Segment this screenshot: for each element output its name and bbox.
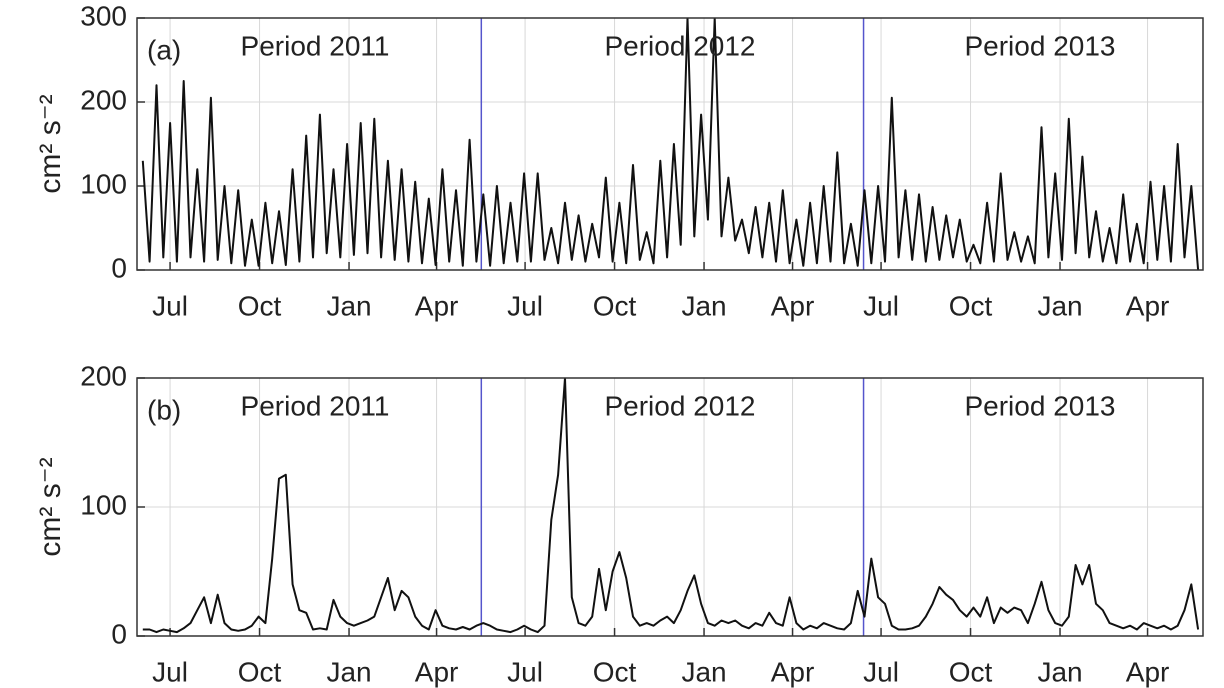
x-tick-label: Oct [593,656,637,687]
y-axis-label: cm² s⁻² [34,457,67,556]
period-label: Period 2011 [241,390,390,421]
data-line [141,18,1200,270]
y-tick-label: 100 [80,168,127,199]
y-tick-label: 0 [111,618,127,649]
period-label: Period 2011 [241,30,390,61]
panel-label: (b) [147,394,181,425]
y-axis-label: cm² s⁻² [34,94,67,193]
period-label: Period 2012 [604,390,755,421]
x-tick-label: Jul [507,290,543,321]
period-label: Period 2013 [964,30,1115,61]
plot-frame [136,377,1204,637]
x-tick-label: Jul [863,656,899,687]
panel-label: (a) [147,34,181,65]
x-tick-label: Jul [152,656,188,687]
x-tick-label: Oct [593,290,637,321]
data-line [142,378,1200,634]
period-label: Period 2013 [964,390,1115,421]
x-tick-label: Jan [681,656,726,687]
x-tick-label: Apr [771,656,815,687]
period-label: Period 2012 [604,30,755,61]
y-tick-label: 100 [80,489,127,520]
x-tick-label: Oct [238,290,282,321]
x-tick-label: Apr [1126,290,1170,321]
x-tick-label: Apr [771,290,815,321]
x-tick-label: Jan [681,290,726,321]
x-tick-label: Jan [1037,656,1082,687]
x-tick-label: Jan [326,290,371,321]
x-tick-label: Jan [326,656,371,687]
y-tick-label: 200 [80,360,127,391]
x-tick-label: Apr [415,290,459,321]
y-tick-label: 300 [80,0,127,31]
x-tick-label: Apr [1126,656,1170,687]
plot-frame [136,17,1204,271]
x-tick-label: Apr [415,656,459,687]
y-tick-label: 0 [111,252,127,283]
x-tick-label: Jul [152,290,188,321]
x-tick-label: Jul [863,290,899,321]
x-tick-label: Oct [949,656,993,687]
x-tick-label: Oct [949,290,993,321]
x-tick-label: Jan [1037,290,1082,321]
y-tick-label: 200 [80,84,127,115]
x-tick-label: Jul [507,656,543,687]
x-tick-label: Oct [238,656,282,687]
